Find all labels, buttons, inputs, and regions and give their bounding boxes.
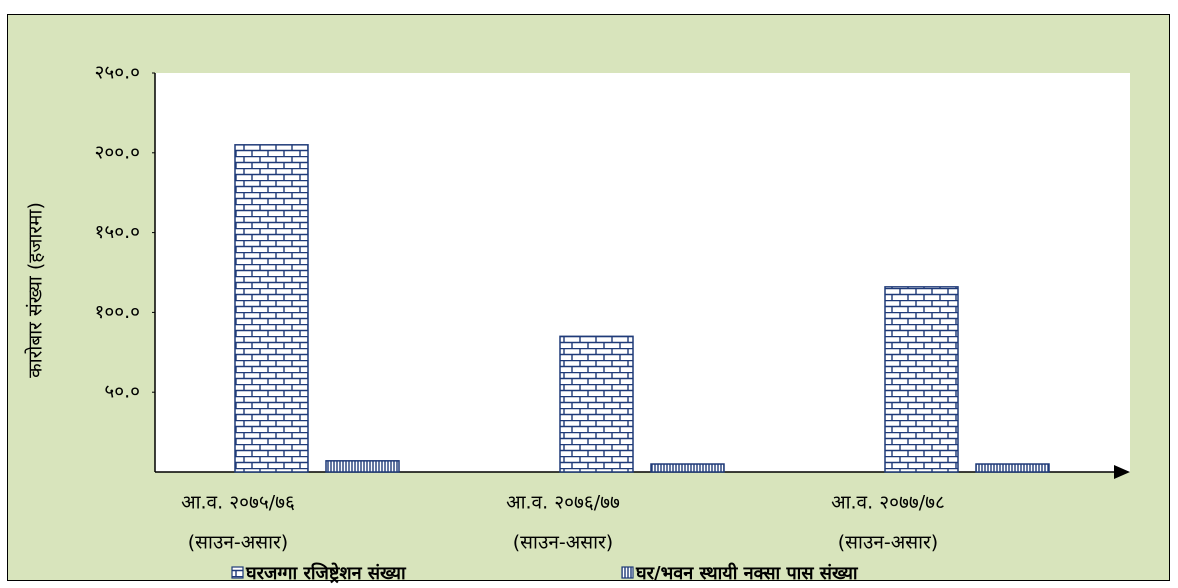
bar — [650, 463, 725, 473]
legend-swatch — [621, 566, 634, 579]
x-tick-label: आ.व. २०७५/७६ — [181, 492, 295, 514]
y-axis-label: कारोबार संख्या (हजारमा) — [24, 202, 47, 378]
plot-area — [155, 73, 1130, 472]
bar — [325, 460, 400, 473]
x-tick-label: आ.व. २०७६/७७ — [506, 492, 620, 514]
bar — [975, 463, 1050, 473]
y-tick-label: १००.० — [94, 301, 140, 323]
legend-text: घर/भवन स्थायी नक्सा पास संख्या — [635, 562, 859, 584]
x-axis-arrow — [1114, 465, 1130, 479]
y-tick-label: २५०.० — [94, 62, 140, 84]
x-tick-label: (साउन-असार) — [513, 532, 613, 554]
y-tick-label: ५०.० — [104, 381, 140, 403]
x-tick-label: (साउन-असार) — [838, 532, 938, 554]
bar — [884, 286, 959, 473]
x-tick-label: आ.व. २०७७/७८ — [831, 492, 945, 514]
bar — [559, 335, 634, 473]
x-tick-label: (साउन-असार) — [188, 532, 288, 554]
legend-text: घरजग्गा रजिष्ट्रेशन संख्या — [245, 562, 407, 584]
y-tick-label: १५०.० — [94, 221, 140, 243]
legend-swatch — [231, 566, 244, 579]
bar — [234, 144, 309, 473]
y-tick-label: २००.० — [94, 141, 140, 163]
